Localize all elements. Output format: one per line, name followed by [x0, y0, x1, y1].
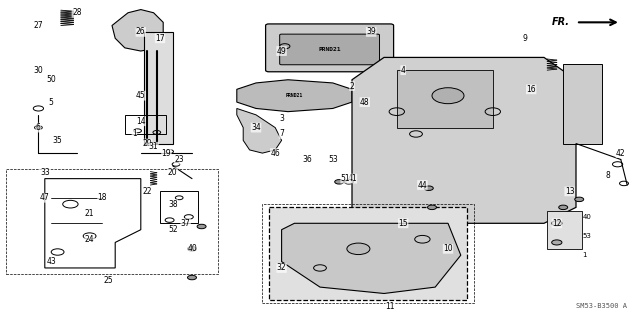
Polygon shape: [112, 10, 163, 51]
Text: 38: 38: [168, 200, 178, 209]
Bar: [125, 115, 166, 134]
Text: 51: 51: [340, 174, 351, 183]
Text: 30: 30: [33, 66, 44, 75]
Text: FR.: FR.: [552, 17, 570, 27]
Text: 37: 37: [180, 219, 191, 228]
Text: 41: 41: [347, 174, 357, 183]
FancyBboxPatch shape: [280, 34, 380, 65]
Text: PRND21: PRND21: [286, 93, 303, 98]
Circle shape: [335, 180, 344, 184]
Text: 25: 25: [104, 276, 114, 285]
FancyBboxPatch shape: [266, 24, 394, 72]
Text: 16: 16: [526, 85, 536, 94]
Text: 27: 27: [33, 21, 44, 30]
Text: 40: 40: [187, 244, 197, 253]
Bar: [160, 191, 198, 223]
Text: 10: 10: [443, 244, 453, 253]
Text: SM53-B3500 A: SM53-B3500 A: [576, 303, 627, 309]
Text: 3: 3: [279, 114, 284, 122]
Text: 2: 2: [349, 82, 355, 91]
Text: 18: 18: [98, 193, 107, 202]
Text: 36: 36: [302, 155, 312, 164]
Text: 6: 6: [36, 123, 41, 132]
Text: 45: 45: [136, 91, 146, 100]
Circle shape: [559, 221, 568, 226]
Text: 19: 19: [161, 149, 172, 158]
Text: 35: 35: [52, 136, 63, 145]
Text: 40: 40: [582, 214, 591, 220]
Circle shape: [344, 180, 353, 184]
Text: 50: 50: [46, 75, 56, 84]
Text: 14: 14: [136, 117, 146, 126]
Text: 39: 39: [366, 27, 376, 36]
Text: 48: 48: [360, 98, 370, 107]
Text: 31: 31: [148, 142, 159, 151]
Text: 5: 5: [49, 98, 54, 107]
Bar: [144, 32, 173, 144]
Text: 15: 15: [398, 219, 408, 228]
Text: 28: 28: [72, 8, 81, 17]
Circle shape: [552, 221, 562, 226]
Circle shape: [432, 88, 464, 104]
Text: 4: 4: [401, 66, 406, 75]
Circle shape: [197, 224, 206, 229]
Text: 11: 11: [386, 302, 395, 311]
Bar: [563, 64, 602, 144]
Text: 43: 43: [46, 257, 56, 266]
Text: 22: 22: [143, 187, 152, 196]
Circle shape: [188, 275, 196, 280]
Text: 24: 24: [84, 235, 95, 244]
Text: 21: 21: [85, 209, 94, 218]
Polygon shape: [282, 223, 461, 293]
Text: 46: 46: [270, 149, 280, 158]
Text: 34: 34: [251, 123, 261, 132]
Polygon shape: [237, 80, 352, 112]
Circle shape: [552, 240, 562, 245]
Circle shape: [575, 197, 584, 202]
Circle shape: [347, 243, 370, 255]
Text: 23: 23: [174, 155, 184, 164]
Text: 1: 1: [582, 252, 587, 258]
Circle shape: [428, 205, 436, 210]
Text: 44: 44: [417, 181, 428, 189]
Text: 8: 8: [605, 171, 611, 180]
Text: 26: 26: [136, 27, 146, 36]
Text: 53: 53: [328, 155, 338, 164]
Text: 20: 20: [168, 168, 178, 177]
Text: 12: 12: [552, 219, 561, 228]
Text: 33: 33: [40, 168, 50, 177]
Text: 9: 9: [522, 34, 527, 43]
Text: 42: 42: [616, 149, 626, 158]
Text: PRND21: PRND21: [318, 47, 341, 52]
Circle shape: [424, 186, 433, 190]
Circle shape: [188, 247, 196, 251]
Bar: [397, 70, 493, 128]
Polygon shape: [269, 207, 467, 300]
Text: 32: 32: [276, 263, 287, 272]
Text: 1: 1: [132, 130, 137, 138]
Circle shape: [559, 205, 568, 210]
Text: 13: 13: [564, 187, 575, 196]
Text: 17: 17: [155, 34, 165, 43]
Text: 53: 53: [582, 233, 591, 239]
Polygon shape: [237, 108, 282, 153]
Polygon shape: [352, 57, 576, 223]
Text: 29: 29: [142, 139, 152, 148]
Text: 7: 7: [279, 130, 284, 138]
Text: 52: 52: [168, 225, 178, 234]
Text: 49: 49: [276, 47, 287, 56]
Text: 47: 47: [40, 193, 50, 202]
Bar: [547, 211, 582, 249]
